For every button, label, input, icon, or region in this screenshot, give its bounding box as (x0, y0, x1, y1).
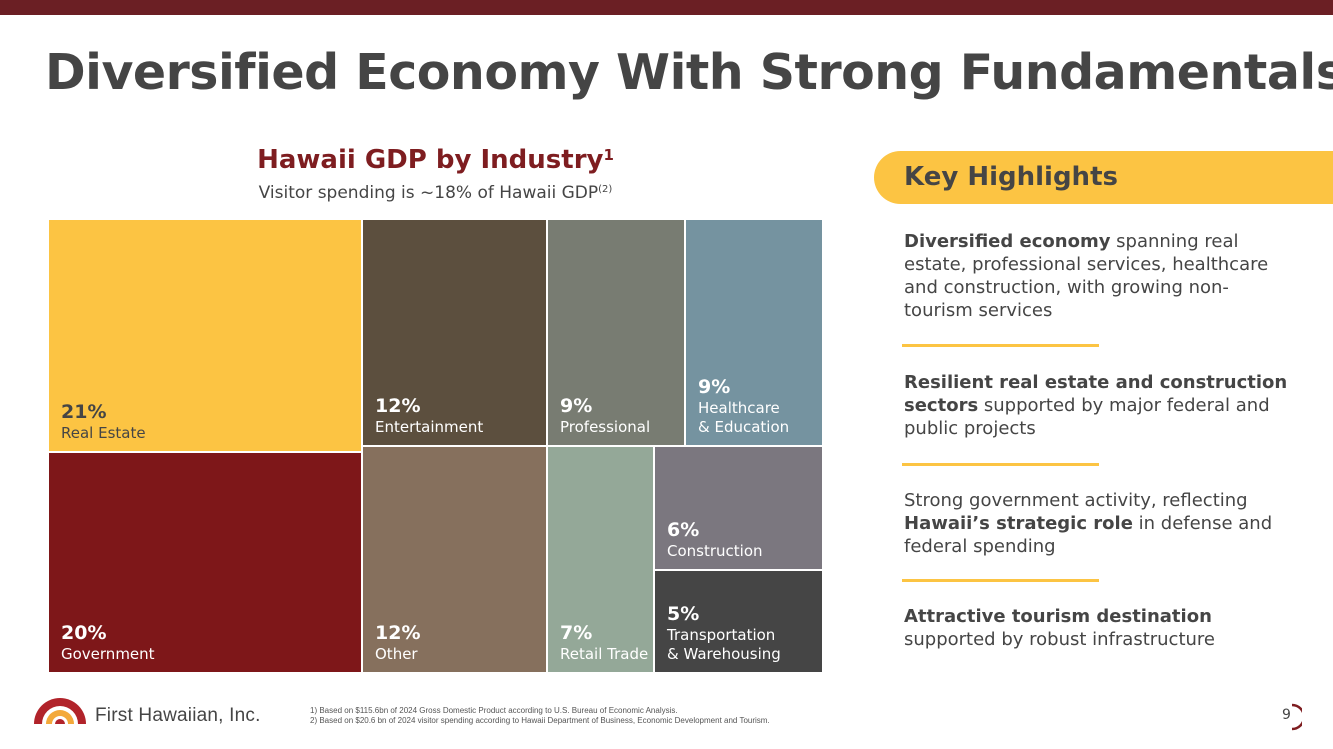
tile-label: 7% Retail Trade (560, 621, 648, 664)
highlight-divider (902, 344, 1099, 347)
tile-label: 12% Entertainment (375, 394, 483, 437)
treemap-tile-construction: 6% Construction (654, 446, 823, 570)
treemap-tile-professional: 9% Professional (547, 219, 685, 446)
tile-category: Government (61, 645, 155, 663)
highlight-4-text: supported by robust infrastructure (904, 629, 1216, 650)
treemap-tile-other: 12% Other (362, 446, 547, 673)
first-hawaiian-logo-icon (34, 698, 86, 724)
chart-subtitle: Visitor spending is ~18% of Hawaii GDP(2… (48, 183, 823, 203)
slide-title: Diversified Economy With Strong Fundamen… (45, 44, 1333, 101)
footnotes: 1) Based on $115.6bn of 2024 Gross Domes… (310, 706, 770, 726)
highlight-item-1: Diversified economy spanning real estate… (904, 230, 1294, 322)
tile-category: Construction (667, 542, 763, 560)
tile-value: 5% (667, 603, 700, 625)
tile-label: 21% Real Estate (61, 400, 146, 443)
treemap-tile-retail-trade: 7% Retail Trade (547, 446, 654, 673)
highlight-item-2: Resilient real estate and construction s… (904, 371, 1294, 440)
highlight-4-bold: Attractive tourism destination (904, 606, 1212, 627)
tile-label: 9% Healthcare & Education (698, 375, 789, 437)
highlight-3-bold: Hawaii’s strategic role (904, 513, 1133, 534)
key-highlights-banner (874, 151, 1333, 204)
tile-value: 9% (560, 395, 593, 417)
highlight-3-text: in defense and federal spending (904, 513, 1273, 557)
highlight-divider (902, 579, 1099, 582)
highlight-2-text: supported by major federal and public pr… (904, 395, 1270, 439)
footnote-1: 1) Based on $115.6bn of 2024 Gross Domes… (310, 706, 678, 715)
chart-subtitle-footnote: (2) (598, 184, 613, 195)
tile-value: 12% (375, 622, 421, 644)
tile-label: 6% Construction (667, 518, 763, 561)
tile-label: 20% Government (61, 621, 155, 664)
highlight-divider (902, 463, 1099, 466)
top-bar (0, 0, 1333, 15)
treemap-tile-entertainment: 12% Entertainment (362, 219, 547, 446)
tile-label: 12% Other (375, 621, 420, 664)
page-arc-icon (1291, 703, 1302, 731)
tile-value: 20% (61, 622, 107, 644)
page-number: 9 (1282, 707, 1291, 723)
highlight-3-pre: Strong government activity, reflecting (904, 490, 1248, 511)
highlight-1-bold: Diversified economy (904, 231, 1111, 252)
highlight-2-bold: Resilient real estate and construction s… (904, 372, 1288, 416)
chart-title-text: Hawaii GDP by Industry (257, 145, 604, 175)
treemap-tile-real-estate: 21% Real Estate (48, 219, 362, 452)
brand-name: First Hawaiian, Inc. (95, 705, 261, 726)
highlight-1-text: spanning real estate, professional servi… (904, 231, 1269, 321)
chart-title: Hawaii GDP by Industry1 (48, 145, 823, 175)
tile-category: Professional (560, 418, 651, 436)
tile-value: 12% (375, 395, 421, 417)
tile-value: 6% (667, 519, 700, 541)
tile-category: Healthcare & Education (698, 399, 790, 436)
treemap-tile-healthcare-education: 9% Healthcare & Education (685, 219, 823, 446)
highlight-item-3: Strong government activity, reflecting H… (904, 489, 1294, 558)
highlight-item-4: Attractive tourism destination supported… (904, 605, 1294, 651)
tile-value: 9% (698, 376, 731, 398)
tile-category: Entertainment (375, 418, 484, 436)
tile-value: 21% (61, 401, 107, 423)
key-highlights-title: Key Highlights (904, 162, 1118, 192)
tile-category: Other (375, 645, 418, 663)
tile-label: 5% Transportation & Warehousing (667, 602, 781, 664)
tile-value: 7% (560, 622, 593, 644)
chart-title-footnote: 1 (603, 146, 614, 164)
tile-category: Retail Trade (560, 645, 649, 663)
treemap-tile-transportation-warehousing: 5% Transportation & Warehousing (654, 570, 823, 673)
footnote-2: 2) Based on $20.6 bn of 2024 visitor spe… (310, 716, 770, 725)
tile-label: 9% Professional (560, 394, 650, 437)
tile-category: Real Estate (61, 424, 146, 442)
tile-category: Transportation & Warehousing (667, 626, 781, 663)
chart-subtitle-text: Visitor spending is ~18% of Hawaii GDP (258, 183, 599, 203)
treemap-tile-government: 20% Government (48, 452, 362, 673)
